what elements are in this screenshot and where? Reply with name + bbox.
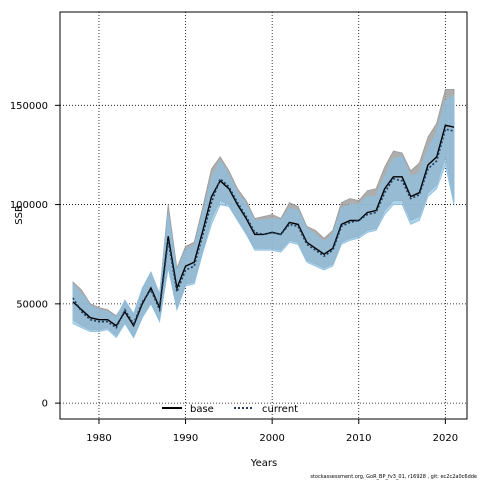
legend-base-label: base [190,404,214,415]
x-axis-ticks: 1980 1990 2000 2010 2020 [86,419,458,444]
legend: base current [162,404,298,415]
confidence-bands [72,89,455,339]
y-tick-label: 50000 [16,299,48,310]
legend-current-label: current [262,404,298,415]
x-tick-label: 2020 [433,433,458,444]
y-axis-label: SSB [14,205,25,225]
x-tick-label: 1980 [86,433,111,444]
series-lines [72,124,455,329]
line-base [72,124,455,328]
y-axis-ticks: 0 50000 100000 150000 [10,101,60,410]
band-current [72,94,455,339]
grid [60,12,467,419]
footer-credit: stockassessment.org, GoR_BP_fv3_01, r169… [310,474,477,480]
x-tick-label: 1990 [173,433,198,444]
y-tick-label: 100000 [10,200,48,211]
y-tick-label: 150000 [10,101,48,112]
x-tick-label: 2000 [259,433,284,444]
x-tick-label: 2010 [346,433,371,444]
y-tick-label: 0 [42,399,48,410]
x-axis-label: Years [250,458,277,469]
plot-frame [59,11,468,420]
band-base [72,89,455,339]
line-current [72,128,455,329]
